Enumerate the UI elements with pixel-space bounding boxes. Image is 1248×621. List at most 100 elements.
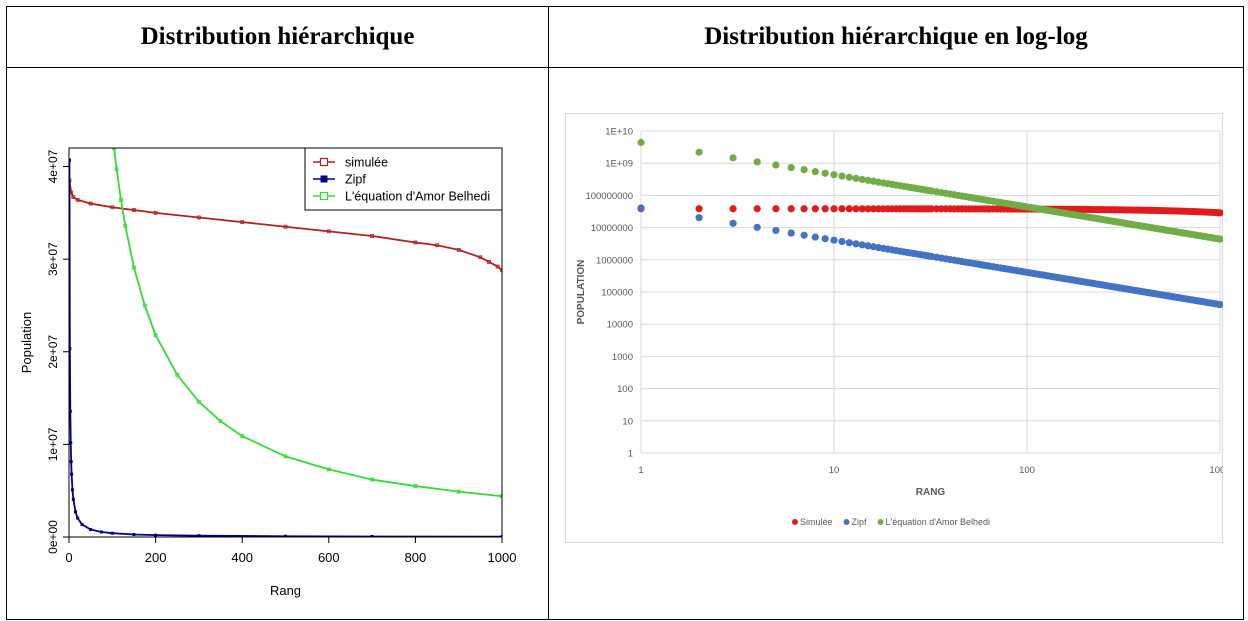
x-tick-label: 0 — [65, 550, 72, 565]
y-tick-label: 1E+09 — [605, 159, 633, 170]
data-point — [869, 205, 877, 213]
data-point — [772, 205, 780, 213]
y-axis-label: POPULATION — [576, 260, 587, 325]
y-tick-label: 100000 — [601, 288, 633, 299]
data-point — [76, 516, 80, 520]
y-tick-label: 1e+07 — [46, 427, 60, 461]
data-point — [70, 488, 74, 492]
data-point — [845, 239, 853, 247]
x-tick-label: 10 — [829, 465, 840, 476]
legend-marker — [319, 157, 329, 167]
table-row-divider — [7, 67, 1243, 68]
data-point — [88, 201, 93, 206]
x-tick-label: 100 — [1019, 465, 1035, 476]
data-point — [852, 240, 860, 248]
data-point — [370, 234, 375, 238]
data-point — [132, 532, 136, 536]
data-point — [69, 347, 72, 351]
data-point — [283, 454, 288, 459]
data-point — [370, 477, 375, 482]
data-point — [478, 255, 483, 260]
loglog-distribution-chart: 1 10 100 1000 10000 100000 1000000 10000000 1000… — [565, 113, 1223, 543]
data-point — [69, 158, 71, 162]
y-tick-label: 10 — [622, 416, 633, 427]
data-point — [240, 434, 245, 438]
series-2 — [112, 148, 502, 499]
legend-marker — [319, 191, 329, 201]
data-point — [845, 173, 853, 181]
data-point — [132, 265, 136, 270]
legend-marker — [843, 519, 850, 525]
data-point — [858, 205, 866, 213]
x-tick-label: 1000 — [488, 550, 517, 565]
data-point — [800, 205, 808, 213]
y-tick-label: 1E+10 — [605, 127, 633, 138]
legend-label: Simulée — [800, 517, 833, 527]
data-point — [864, 176, 872, 184]
series-line-1 — [69, 160, 502, 537]
plot-frame — [68, 147, 503, 538]
data-point — [772, 226, 780, 235]
x-tick-label: 200 — [145, 550, 167, 565]
hierarchical-distribution-chart: 0 200 400 600 800 1000 0e+00 1e+07 2e+07 3e+07 4e+… — [19, 147, 517, 598]
data-point — [800, 166, 808, 174]
data-point — [821, 235, 829, 243]
data-point — [830, 236, 838, 244]
legend: Simulée Zipf L'équation d'Amor Belhedi — [792, 517, 990, 527]
data-point — [112, 148, 116, 150]
legend-label: simulée — [345, 156, 388, 170]
x-tick-label: 1000 — [1209, 465, 1223, 476]
legend-label: Zipf — [852, 517, 868, 527]
data-point — [838, 237, 846, 246]
data-point — [456, 247, 461, 252]
data-point — [811, 205, 819, 213]
series-line-0 — [69, 180, 502, 271]
y-tick-label: 3e+07 — [46, 242, 60, 276]
data-point — [119, 197, 123, 202]
data-point — [637, 204, 645, 212]
data-point — [495, 264, 500, 269]
legend-label: Zipf — [345, 173, 366, 187]
data-point — [858, 175, 866, 184]
data-point — [695, 205, 703, 213]
legend-marker — [792, 519, 798, 525]
data-point — [1216, 235, 1223, 243]
legend-marker — [877, 519, 884, 525]
data-point — [123, 223, 128, 228]
data-point — [370, 534, 374, 537]
data-point — [197, 534, 201, 537]
y-tick-label: 100000000 — [585, 191, 633, 202]
data-point — [326, 467, 331, 472]
data-point — [240, 220, 245, 224]
data-point — [729, 205, 737, 213]
data-point — [114, 167, 119, 172]
data-point — [500, 494, 502, 499]
y-tick-label: 2e+07 — [46, 335, 60, 369]
y-tick-label: 1000000 — [596, 255, 633, 266]
y-tick-label: 4e+07 — [46, 149, 60, 183]
data-point — [852, 174, 860, 182]
data-point — [772, 161, 780, 169]
x-axis-label: RANG — [916, 487, 946, 498]
legend-box — [304, 147, 503, 211]
series-1 — [637, 204, 1223, 309]
data-point — [695, 148, 703, 156]
data-point — [787, 229, 795, 237]
data-point — [838, 205, 846, 213]
data-point — [284, 534, 287, 537]
data-point — [811, 233, 819, 241]
data-point — [435, 243, 439, 248]
data-point — [175, 373, 180, 377]
data-point — [153, 333, 158, 337]
data-point — [132, 208, 136, 212]
data-point — [637, 138, 645, 147]
data-point — [500, 535, 502, 537]
column-header-right: Distribution hiérarchique en log-log — [704, 23, 1088, 50]
data-point — [70, 472, 74, 476]
data-point — [71, 195, 76, 199]
data-point — [69, 460, 73, 464]
data-point — [73, 510, 77, 514]
y-tick-label: 10000000 — [591, 223, 633, 234]
data-point — [838, 172, 846, 180]
legend-label: L'équation d'Amor Belhedi — [345, 190, 490, 204]
